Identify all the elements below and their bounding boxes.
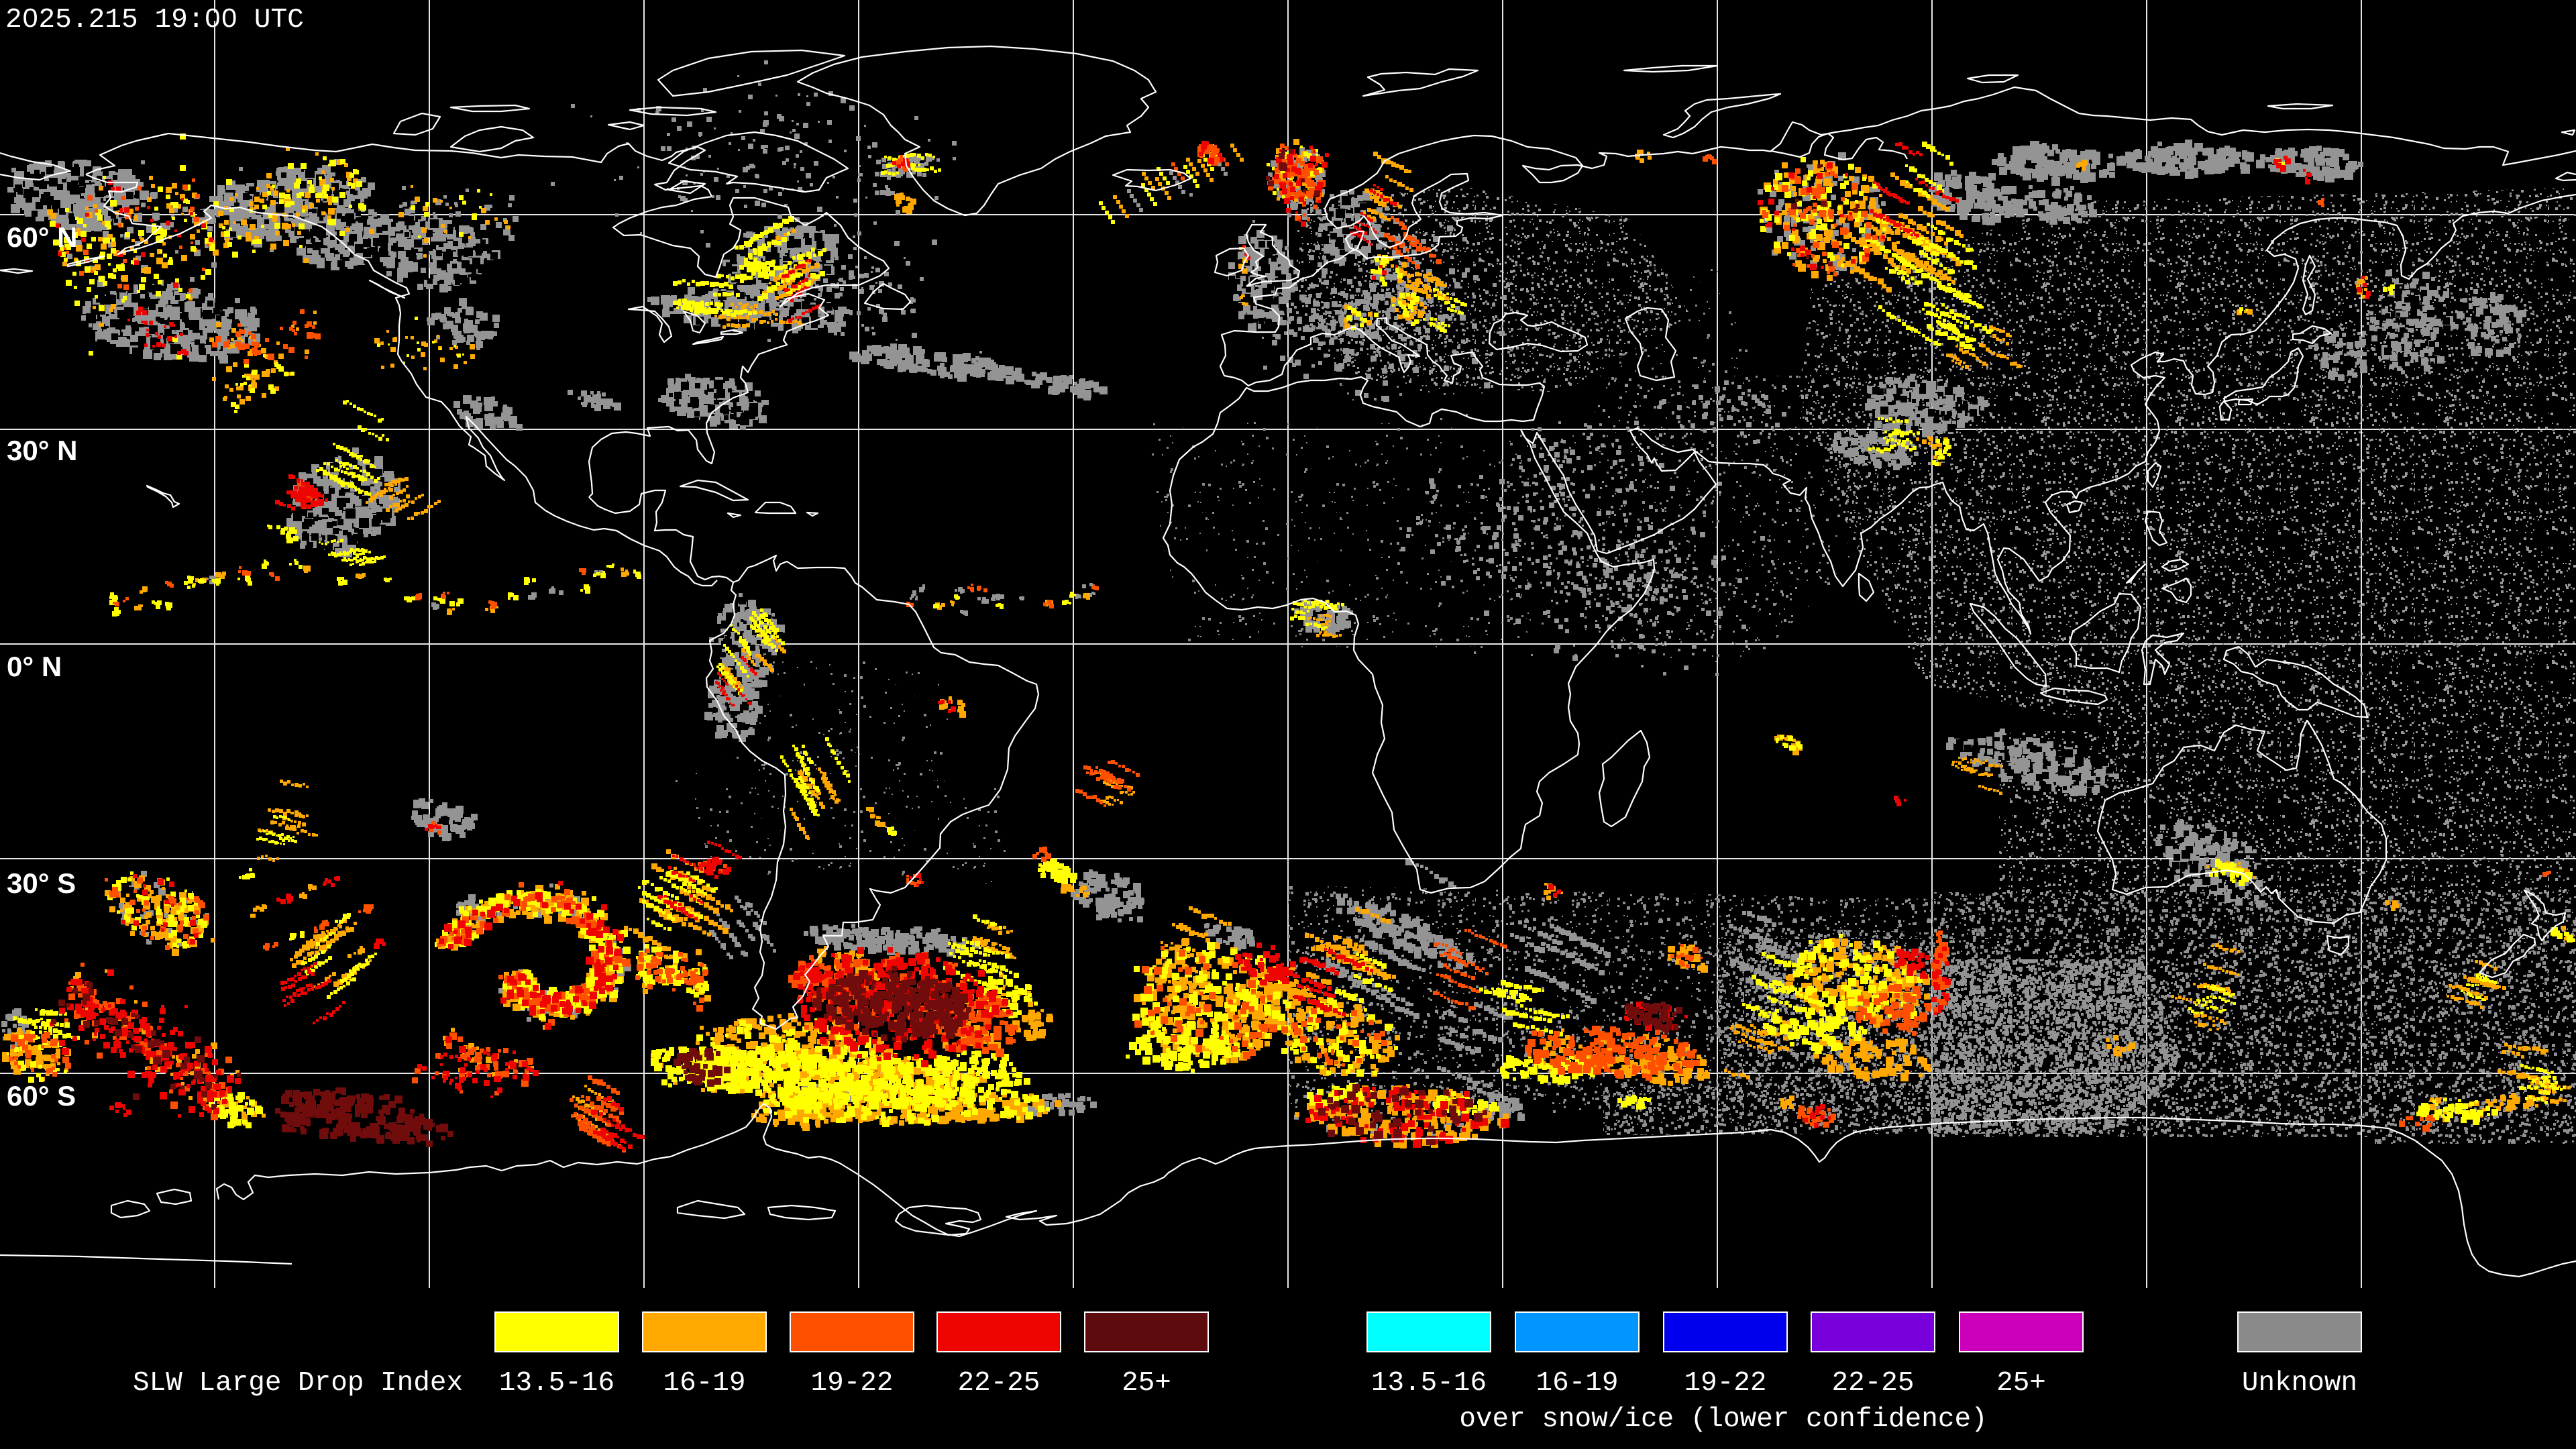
- svg-text:22-25: 22-25: [957, 1368, 1040, 1399]
- svg-text:60° N: 60° N: [7, 221, 78, 253]
- svg-text:13.5-16: 13.5-16: [1371, 1368, 1487, 1399]
- svg-text:2025.215 19:00 UTC: 2025.215 19:00 UTC: [5, 5, 304, 36]
- svg-text:19-22: 19-22: [810, 1368, 893, 1399]
- svg-text:30° N: 30° N: [7, 435, 78, 466]
- svg-text:25+: 25+: [1122, 1368, 1171, 1399]
- svg-text:19-22: 19-22: [1684, 1368, 1766, 1399]
- svg-text:30° S: 30° S: [7, 867, 76, 899]
- svg-text:over snow/ice (lower confidenc: over snow/ice (lower confidence): [1459, 1404, 1987, 1435]
- svg-text:25+: 25+: [1996, 1368, 2046, 1399]
- svg-text:13.5-16: 13.5-16: [499, 1368, 614, 1399]
- svg-text:0° N: 0° N: [7, 651, 62, 682]
- svg-text:60° S: 60° S: [7, 1080, 76, 1112]
- svg-text:Unknown: Unknown: [2242, 1368, 2357, 1399]
- svg-text:22-25: 22-25: [1831, 1368, 1914, 1399]
- svg-text:SLW Large Drop Index: SLW Large Drop Index: [133, 1368, 463, 1399]
- svg-text:16-19: 16-19: [663, 1368, 745, 1399]
- svg-text:16-19: 16-19: [1536, 1368, 1618, 1399]
